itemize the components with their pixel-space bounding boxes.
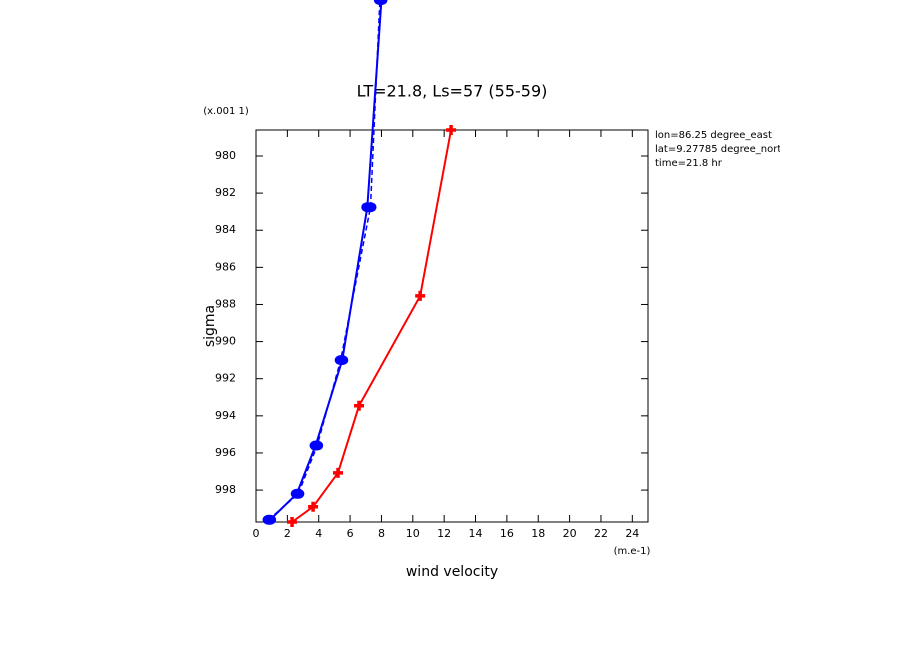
x-tick-label: 16 xyxy=(500,527,514,540)
x-tick-label: 18 xyxy=(531,527,545,540)
y-tick-label: 988 xyxy=(215,297,236,310)
point xyxy=(446,125,457,135)
y-tick-label: 994 xyxy=(215,409,236,422)
y-tick-label: 996 xyxy=(215,446,236,459)
point xyxy=(334,355,347,366)
point xyxy=(364,202,377,213)
point xyxy=(333,467,344,478)
x-tick-label: 14 xyxy=(469,527,483,540)
y-axis-label: sigma xyxy=(202,305,218,347)
annotation: time=21.8 hr xyxy=(655,158,723,169)
point xyxy=(287,517,298,527)
x-tick-label: 20 xyxy=(563,527,577,540)
x-tick-label: 4 xyxy=(315,527,322,540)
series-line xyxy=(269,0,383,521)
plot-frame xyxy=(255,129,649,523)
x-tick-label: 8 xyxy=(378,527,385,540)
annotations: lon=86.25 degree_east lat=9.27785 degree… xyxy=(655,130,788,169)
point xyxy=(354,400,365,411)
x-tick-label: 12 xyxy=(437,527,451,540)
point xyxy=(311,440,324,451)
series-line xyxy=(268,0,381,521)
x-axis-unit: (m.e-1) xyxy=(614,546,651,557)
point xyxy=(415,290,426,301)
x-tick-label: 22 xyxy=(594,527,608,540)
point xyxy=(373,0,386,6)
x-tick-label: 6 xyxy=(347,527,354,540)
annotation: lon=86.25 degree_east xyxy=(655,130,772,141)
point xyxy=(292,488,305,499)
x-tick-label: 0 xyxy=(253,527,260,540)
y-axis-unit: (x.001 1) xyxy=(203,106,249,117)
x-tick-label: 24 xyxy=(625,527,639,540)
x-tick-label: 10 xyxy=(406,527,420,540)
annotation: lat=9.27785 degree_north xyxy=(655,144,788,155)
series-line xyxy=(291,129,453,523)
chart-title: LT=21.8, Ls=57 (55-59) xyxy=(357,82,548,101)
y-tick-label: 986 xyxy=(215,260,236,273)
y-tick-label: 992 xyxy=(215,372,236,385)
y-tick-label: 990 xyxy=(215,335,236,348)
point xyxy=(262,514,275,525)
y-tick-label: 998 xyxy=(215,483,236,496)
point xyxy=(308,501,319,512)
x-axis-label: wind velocity xyxy=(406,564,498,580)
y-tick-label: 980 xyxy=(215,149,236,162)
x-tick-label: 2 xyxy=(284,527,291,540)
y-tick-label: 984 xyxy=(215,223,236,236)
y-tick-label: 982 xyxy=(215,186,236,199)
